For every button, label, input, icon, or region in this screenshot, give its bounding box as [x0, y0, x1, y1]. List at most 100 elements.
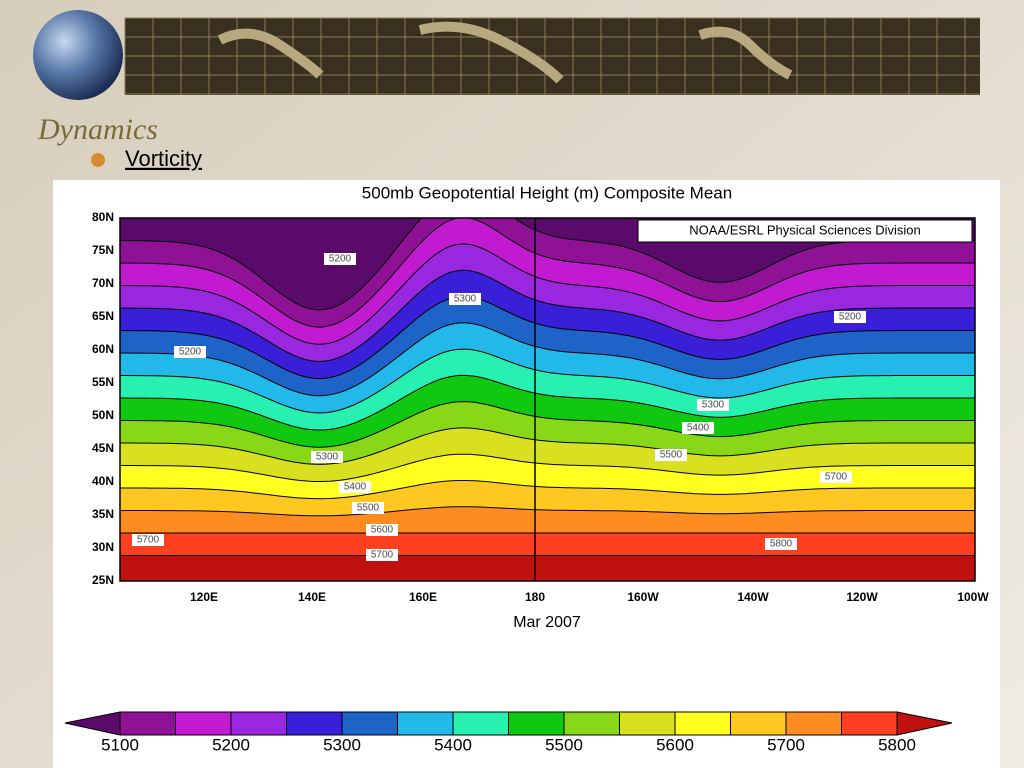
slide-title: Dynamics: [37, 113, 158, 146]
contour-label-bg: [366, 524, 398, 536]
contour-label-bg: [697, 399, 729, 411]
contour-line: [120, 322, 975, 397]
contour-label: 5300: [454, 294, 477, 305]
colorbar-swatch: [119, 711, 176, 736]
contour-label-bg: [324, 253, 356, 265]
colorbar-swatch: [563, 711, 620, 736]
colorbar-label: 5400: [434, 735, 472, 754]
lon-label: 140E: [298, 590, 326, 604]
contour-line: [120, 218, 975, 311]
contour-label: 5400: [687, 423, 710, 434]
colorbar-label: 5100: [101, 735, 139, 754]
contour-label-bg: [366, 549, 398, 561]
contour-label-bg: [449, 293, 481, 305]
colorbar-swatch: [230, 711, 287, 736]
contour-line: [120, 453, 975, 482]
contour-label-bg: [820, 471, 852, 483]
colorbar-label: 5200: [212, 735, 250, 754]
contour-label: 5500: [357, 503, 380, 514]
colorbar-swatch: [286, 711, 343, 736]
lon-label: 180: [525, 590, 545, 604]
colorbar-label: 5600: [656, 735, 694, 754]
contour-line: [120, 427, 975, 465]
contour-label-bg: [311, 451, 343, 463]
lon-label: 120E: [190, 590, 218, 604]
lat-label: 50N: [92, 408, 114, 422]
bullet-text: Vorticity: [125, 146, 202, 171]
contour-label: 5800: [770, 539, 793, 550]
lat-label: 80N: [92, 210, 114, 224]
lat-label: 40N: [92, 474, 114, 488]
colorbar-label: 5700: [767, 735, 805, 754]
contour-line: [120, 295, 975, 380]
contour-label-bg: [132, 534, 164, 546]
lat-label: 70N: [92, 276, 114, 290]
colorbar-swatch: [341, 711, 398, 736]
contour-label-bg: [174, 346, 206, 358]
contour-fill: [120, 218, 975, 581]
contour-line: [120, 401, 975, 448]
colorbar-swatch: [452, 711, 509, 736]
lat-label: 75N: [92, 243, 114, 257]
contour-label: 5600: [371, 525, 394, 536]
colorbar-swatch: [730, 711, 787, 736]
contour-label: 5200: [179, 347, 202, 358]
contour-label: 5300: [702, 400, 725, 411]
contour-line: [120, 218, 975, 328]
contour-line: [120, 480, 975, 500]
lat-label: 30N: [92, 540, 114, 554]
lat-label: 55N: [92, 375, 114, 389]
map-frame: [119, 217, 976, 582]
colorbar-swatch: [841, 711, 898, 736]
contour-label: 5200: [839, 312, 862, 323]
colorbar-swatch: [619, 711, 676, 736]
lon-label: 140W: [737, 590, 769, 604]
colorbar-label: 5500: [545, 735, 583, 754]
lon-label: 120W: [846, 590, 878, 604]
credit: NOAA/ESRL Physical Sciences Division: [689, 222, 920, 237]
lon-label: 160E: [409, 590, 437, 604]
contour-line: [120, 506, 975, 517]
lat-label: 35N: [92, 507, 114, 521]
contour-label-bg: [655, 449, 687, 461]
lat-label: 45N: [92, 441, 114, 455]
contour-label: 5700: [371, 550, 394, 561]
contour-label-bg: [339, 481, 371, 493]
contour-label-bg: [834, 311, 866, 323]
contour-line: [120, 348, 975, 414]
contour-line: [120, 243, 975, 345]
contour-label: 5700: [137, 535, 160, 546]
contour-line: [120, 269, 975, 362]
colorbar-swatch: [508, 711, 565, 736]
lat-label: 25N: [92, 573, 114, 587]
contour-label: 5500: [660, 450, 683, 461]
colorbar-swatch: [785, 711, 842, 736]
date-label: Mar 2007: [513, 614, 581, 631]
contour-label: 5300: [316, 452, 339, 463]
lat-label: 65N: [92, 309, 114, 323]
lat-label: 60N: [92, 342, 114, 356]
height-band: [120, 555, 975, 581]
contour-label: 5400: [344, 482, 367, 493]
credit-box: [637, 219, 973, 243]
contour-line: [120, 374, 975, 431]
bullet-icon: [91, 153, 105, 167]
colorbar-swatch: [397, 711, 454, 736]
contour-label-bg: [352, 502, 384, 514]
banner-land: [217, 21, 793, 84]
contour-label: 5700: [825, 472, 848, 483]
colorbar-label: 5300: [323, 735, 361, 754]
globe: [33, 10, 123, 100]
colorbar-end: [896, 711, 953, 736]
colorbar-label: 5800: [878, 735, 916, 754]
contour-label: 5200: [329, 254, 352, 265]
lon-label: 160W: [627, 590, 659, 604]
colorbar-swatch: [674, 711, 731, 736]
lon-label: 100W: [957, 590, 989, 604]
map-title: 500mb Geopotential Height (m) Composite …: [362, 183, 732, 202]
contour-label-bg: [765, 538, 797, 550]
colorbar-swatch: [175, 711, 232, 736]
contour-label-bg: [682, 422, 714, 434]
